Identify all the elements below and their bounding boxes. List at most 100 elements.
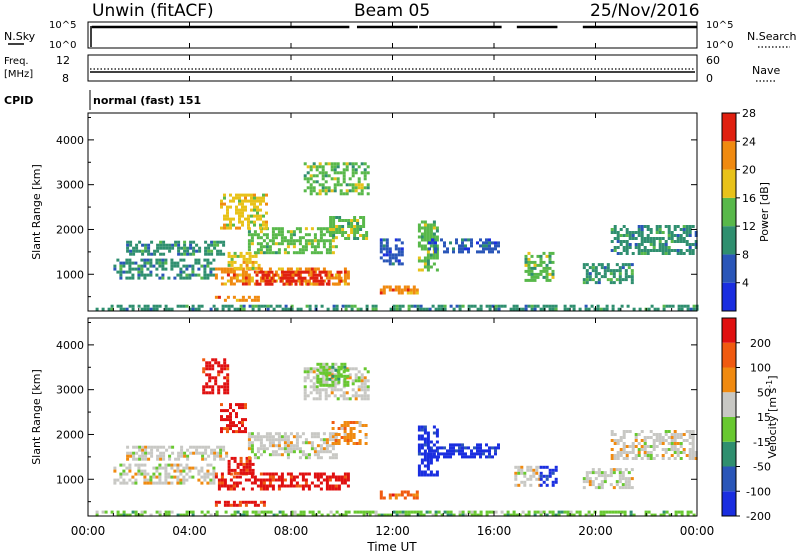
- cpid-label: CPID: [4, 94, 33, 107]
- velocity-region-2: [126, 445, 229, 461]
- power-cbar-swatch: [722, 226, 736, 255]
- power-region-0: [95, 304, 699, 311]
- velocity-ytick-label: 1000: [56, 473, 84, 486]
- power-cbar-frame: [721, 112, 737, 312]
- power-ytick-label: 2000: [56, 223, 84, 236]
- nsearch-label: N.Search: [747, 30, 797, 43]
- velocity-cbar-label: -100: [746, 485, 771, 498]
- x-axis-label: Time UT: [366, 540, 417, 554]
- velocity-heatmap: [95, 358, 698, 517]
- nsky-trace: [90, 25, 697, 47]
- velocity-region-7: [220, 403, 247, 434]
- velocity-cbar-swatch: [722, 392, 736, 417]
- power-cbar-label: 12: [742, 220, 756, 233]
- nsky-label: N.Sky: [4, 30, 36, 43]
- power-cbar-label: 20: [742, 164, 756, 177]
- power-cbar-label: 24: [742, 135, 756, 148]
- power-ylabel: Slant Range [km]: [30, 164, 43, 260]
- time-tick-label: 20:00: [578, 524, 613, 538]
- power-cbar-swatch: [722, 141, 736, 170]
- velocity-region-5: [227, 456, 255, 475]
- velocity-cbar-swatch: [722, 367, 736, 393]
- velocity-cbar-label-sup: -1: [765, 380, 774, 388]
- velocity-region-16: [610, 430, 698, 460]
- power-region-12: [417, 220, 439, 272]
- time-tick-label: 08:00: [274, 524, 309, 538]
- velocity-region-0: [95, 510, 696, 517]
- velocity-ylabel: Slant Range [km]: [30, 369, 43, 465]
- velocity-cbar-label: 15: [757, 411, 771, 424]
- velocity-frame: [87, 317, 698, 517]
- power-cbar-swatch: [722, 282, 736, 311]
- velocity-cbar-swatch: [722, 441, 736, 467]
- velocity-colorbar: 200 100 50 15 -15 -50 -100 -200: [721, 317, 771, 523]
- power-region-8: [220, 193, 268, 230]
- velocity-region-17: [202, 358, 230, 395]
- nsky-tick-top: 10^5: [49, 20, 76, 31]
- nave-label: Nave: [752, 64, 780, 77]
- freq-unit: [MHz]: [4, 69, 33, 80]
- velocity-region-10: [379, 490, 419, 500]
- power-region-17: [610, 225, 698, 255]
- power-region-2: [126, 240, 226, 256]
- power-cbar-label: Power [dB]: [758, 182, 771, 242]
- power-region-7: [247, 227, 338, 255]
- velocity-cbar-swatch: [722, 466, 736, 492]
- power-region-15: [524, 251, 555, 282]
- power-region-10: [303, 162, 370, 196]
- date-title: 25/Nov/2016: [590, 1, 700, 21]
- velocity-ytick-label: 2000: [56, 428, 84, 441]
- velocity-region-3: [214, 500, 266, 507]
- velocity-region-12: [428, 443, 500, 459]
- velocity-cbar-label: -15: [753, 436, 771, 449]
- velocity-cbar-swatch: [722, 491, 736, 516]
- velocity-cbar-swatch: [722, 318, 736, 343]
- power-ytick-label: 1000: [56, 268, 84, 281]
- velocity-region-13: [514, 465, 542, 487]
- time-axis: 00:00 04:00 08:00 12:00 16:00 20:00 00:00: [71, 22, 715, 538]
- velocity-region-9: [303, 367, 370, 401]
- power-cbar-swatch: [722, 113, 736, 142]
- velocity-ytick-label: 4000: [56, 339, 84, 352]
- freq-label: Freq.: [4, 56, 29, 67]
- time-tick-label: 16:00: [477, 524, 512, 538]
- power-cbar-label: 16: [742, 192, 756, 205]
- cpid-value: normal (fast) 151: [93, 94, 201, 107]
- velocity-region-11: [417, 425, 439, 477]
- power-region-9: [329, 216, 369, 240]
- power-cbar-label: 8: [742, 248, 749, 261]
- power-colorbar: 4 8 12 16 20 24 28: [721, 107, 756, 312]
- velocity-cbar-label-main: Velocity [m s: [766, 387, 779, 458]
- velocity-cbar-swatch: [722, 417, 736, 442]
- velocity-y-axis: 1000 2000 3000 4000: [56, 321, 697, 503]
- power-ytick-label: 4000: [56, 134, 84, 147]
- time-tick-label: 12:00: [375, 524, 410, 538]
- power-cbar-swatch: [722, 197, 736, 227]
- velocity-region-15: [582, 468, 634, 490]
- nave-tick-bottom: 0: [706, 72, 713, 85]
- velocity-cbar-label: 100: [750, 362, 771, 375]
- velocity-region-6: [247, 432, 338, 460]
- power-region-14: [379, 238, 404, 266]
- radar-title: Unwin (fitACF): [92, 1, 214, 21]
- power-region-5: [255, 270, 343, 286]
- time-tick-label: 00:00: [71, 524, 106, 538]
- power-cbar-label: 4: [742, 277, 749, 290]
- velocity-cbar-label: -50: [753, 461, 771, 474]
- power-region-6: [227, 251, 261, 270]
- time-tick-label: 00:00: [680, 524, 715, 538]
- velocity-cbar-label: 50: [757, 386, 771, 399]
- velocity-region-14: [539, 465, 558, 487]
- velocity-cbar-label: -200: [746, 510, 771, 523]
- velocity-region-18: [316, 362, 350, 387]
- beam-title: Beam 05: [354, 1, 430, 21]
- velocity-ytick-label: 3000: [56, 384, 84, 397]
- velocity-region-4: [214, 472, 350, 491]
- velocity-region-1: [113, 463, 216, 485]
- velocity-cbar-swatch: [722, 342, 736, 368]
- power-cbar-label: 28: [742, 107, 756, 120]
- freq-tick-top: 12: [56, 54, 70, 67]
- power-y-axis: 1000 2000 3000 4000: [56, 116, 697, 298]
- velocity-cbar-label: 200: [750, 337, 771, 350]
